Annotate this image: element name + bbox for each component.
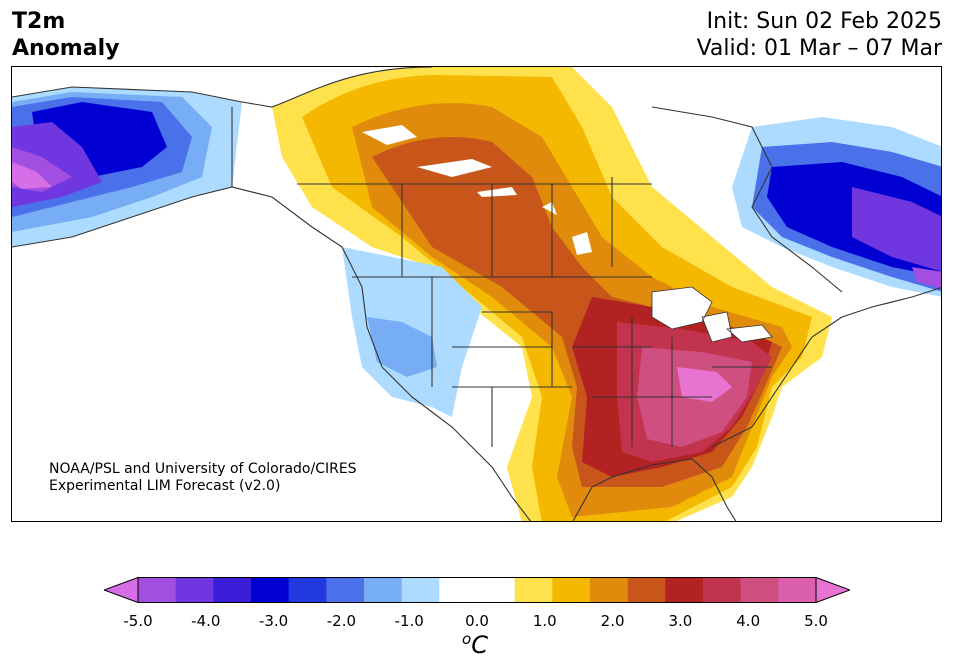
colorbar-swatch (213, 577, 252, 603)
colorbar-swatch (778, 577, 817, 603)
colorbar-tick-label: 0.0 (465, 612, 489, 630)
unit-base: C (471, 631, 488, 659)
title-variable-line2: Anomaly (12, 36, 120, 61)
colorbar-tick-label: -4.0 (191, 612, 221, 630)
great-lakes (651, 286, 773, 343)
colorbar-swatch (439, 577, 478, 603)
colorbar-swatch (514, 577, 553, 603)
colorbar-tick-label: -1.0 (394, 612, 424, 630)
colorbar-swatch (590, 577, 629, 603)
colorbar-swatch (740, 577, 779, 603)
colorbar-swatch (138, 577, 177, 603)
colorbar-swatch (665, 577, 704, 603)
colorbar-swatch (627, 577, 666, 603)
unit-superscript: o (462, 630, 472, 648)
credit-line1: NOAA/PSL and University of Colorado/CIRE… (49, 461, 357, 477)
colorbar-swatch (288, 577, 327, 603)
colorbar-swatch (703, 577, 742, 603)
colorbar-unit: oC (462, 630, 488, 659)
colorbar-border (137, 577, 817, 603)
colorbar-tick-label: 3.0 (668, 612, 693, 630)
colorbar-extend-high (815, 577, 850, 603)
colorbar-tick-label: 2.0 (600, 612, 625, 630)
forecast-dates: Init: Sun 02 Feb 2025 Valid: 01 Mar – 07… (697, 8, 942, 62)
colorbar-tick-label: -2.0 (326, 612, 357, 630)
map-borders (12, 67, 941, 521)
colorbar-tick-label: 4.0 (736, 612, 761, 630)
anomaly-region-plus-4-5 (677, 367, 732, 402)
colorbar (104, 577, 850, 603)
colorbar-tick-label: 1.0 (532, 612, 557, 630)
colorbar-tick-label: 5.0 (804, 612, 828, 630)
credit-line2: Experimental LIM Forecast (v2.0) (49, 478, 281, 494)
colorbar-extend-low (104, 577, 139, 603)
anomaly-map-svg (12, 67, 941, 521)
colorbar-tick-label: -5.0 (123, 612, 153, 630)
colorbar-swatch (477, 577, 516, 603)
valid-range: Valid: 01 Mar – 07 Mar (696, 36, 942, 61)
colorbar-swatch (251, 577, 290, 603)
colorbar-swatch (552, 577, 591, 603)
colorbar-swatch (364, 577, 403, 603)
colorbar-swatch (175, 577, 214, 603)
colorbar-tick-label: -3.0 (258, 612, 289, 630)
credit-text: NOAA/PSL and University of Colorado/CIRE… (49, 461, 357, 495)
anomaly-map (11, 66, 942, 522)
colorbar-swatch (326, 577, 365, 603)
init-date: Init: Sun 02 Feb 2025 (706, 9, 942, 34)
map-title: T2m Anomaly (12, 8, 119, 62)
colorbar-swatch (401, 577, 440, 603)
title-variable-line1: T2m (12, 9, 66, 34)
